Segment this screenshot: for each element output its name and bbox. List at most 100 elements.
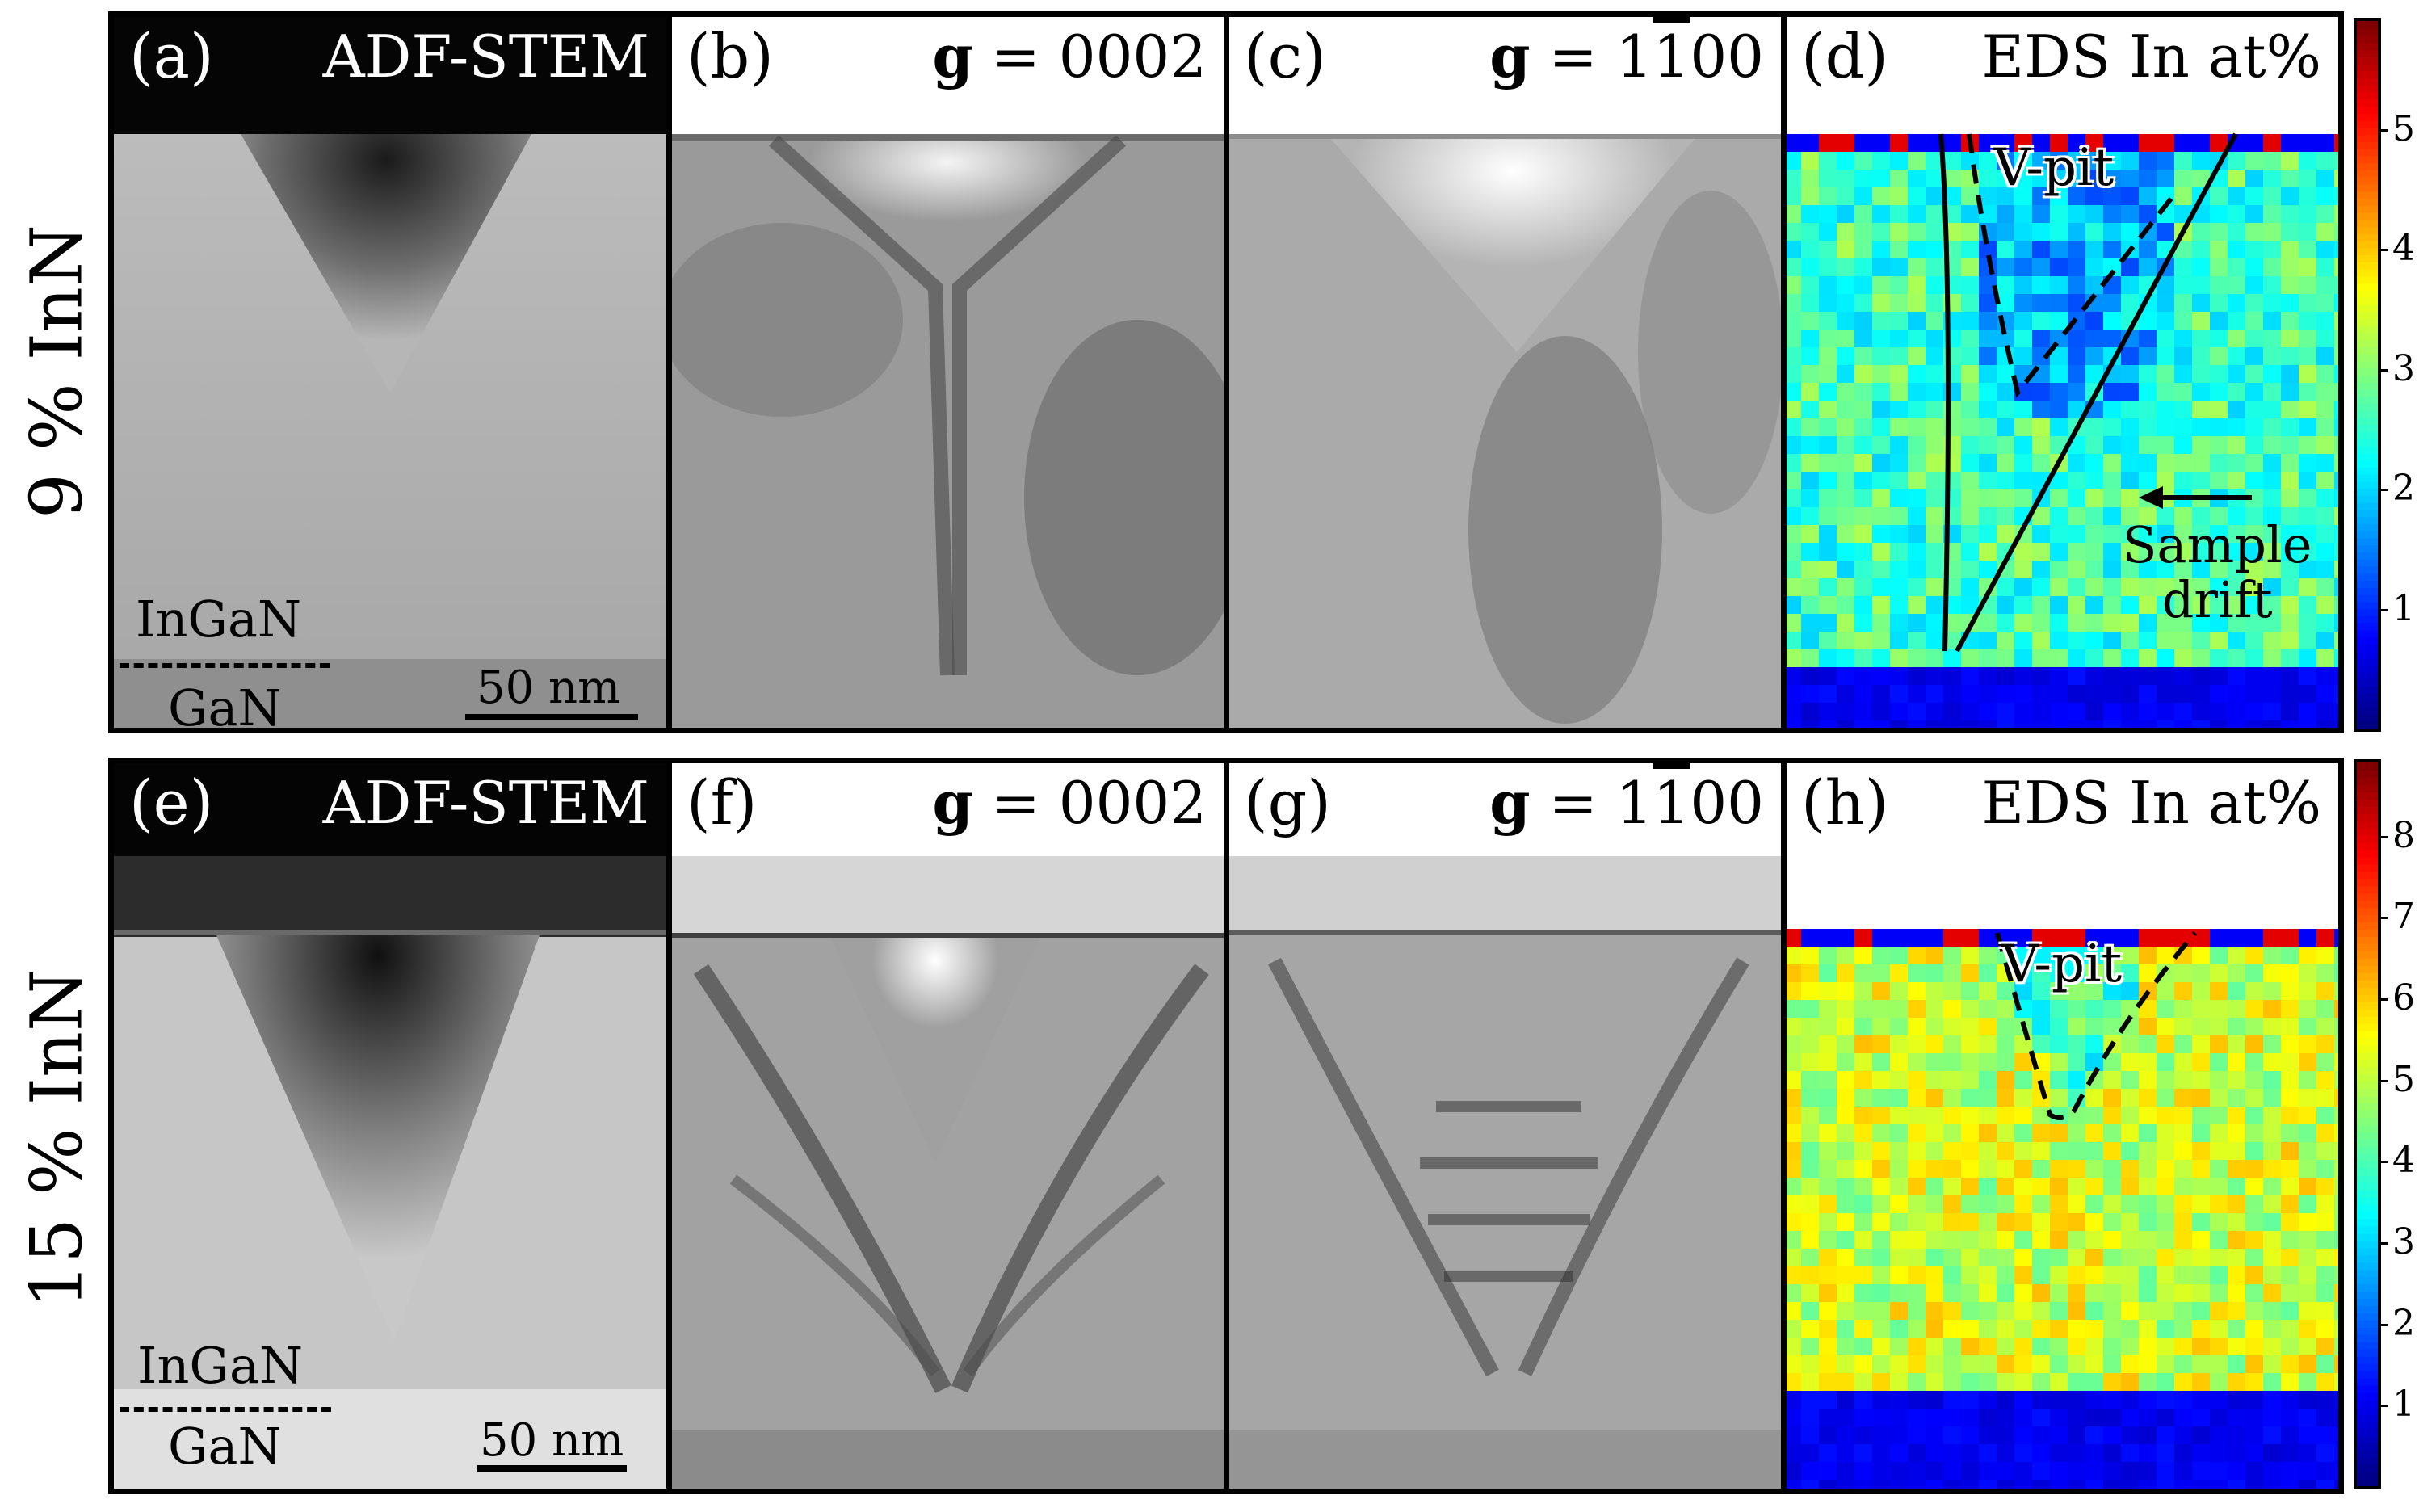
eds-pixel — [2032, 596, 2050, 614]
panel-b-bright-field: (b) g = 0002 — [669, 13, 1226, 732]
eds-pixel — [2050, 170, 2068, 187]
eds-pixel — [2103, 330, 2121, 347]
eds-pixel — [2316, 982, 2334, 1000]
eds-pixel — [1890, 543, 1908, 561]
eds-pixel — [1854, 1462, 1872, 1480]
eds-pixel — [2174, 703, 2192, 720]
eds-pixel — [2316, 134, 2334, 152]
eds-pixel — [2281, 1053, 2299, 1071]
eds-pixel — [1783, 1124, 1801, 1142]
eds-pixel — [2316, 964, 2334, 982]
eds-pixel — [2121, 649, 2139, 667]
eds-pixel — [2014, 312, 2032, 330]
eds-pixel — [2014, 134, 2032, 152]
eds-pixel — [2210, 596, 2228, 614]
eds-pixel — [1801, 543, 1819, 561]
eds-pixel — [2281, 1355, 2299, 1373]
eds-pixel — [1801, 152, 1819, 170]
colorbar-segment — [2357, 643, 2378, 652]
eds-pixel — [2263, 241, 2281, 258]
eds-pixel — [2174, 1373, 2192, 1391]
eds-pixel — [2263, 1107, 2281, 1124]
eds-pixel — [1926, 1213, 1943, 1231]
eds-pixel — [2068, 947, 2085, 964]
eds-pixel — [1837, 134, 1854, 152]
vpit-label-h: V-pit — [2001, 934, 2123, 994]
eds-pixel — [2245, 489, 2263, 507]
eds-pixel — [1819, 1302, 1837, 1320]
eds-pixel — [2068, 401, 2085, 418]
eds-pixel — [2139, 454, 2157, 472]
colorbar-tick-label: 2 — [2392, 468, 2415, 510]
eds-pixel — [2299, 1124, 2316, 1142]
eds-pixel — [2014, 632, 2032, 649]
eds-pixel — [2210, 294, 2228, 312]
eds-pixel — [2245, 929, 2263, 947]
eds-pixel — [1997, 982, 2014, 1000]
eds-pixel — [2174, 1462, 2192, 1480]
eds-pixel — [2121, 982, 2139, 1000]
eds-pixel — [1908, 1249, 1926, 1266]
eds-pixel — [2121, 258, 2139, 276]
eds-pixel — [2316, 312, 2334, 330]
eds-pixel — [1908, 1373, 1926, 1391]
eds-pixel — [2085, 187, 2103, 205]
eds-pixel — [2121, 1249, 2139, 1266]
colorbar-segment — [2357, 325, 2378, 334]
eds-pixel — [1819, 383, 1837, 401]
eds-pixel — [1997, 294, 2014, 312]
eds-pixel — [2174, 1444, 2192, 1462]
eds-pixel — [1943, 1195, 1961, 1213]
eds-pixel — [1837, 365, 1854, 383]
eds-pixel — [2050, 401, 2068, 418]
eds-pixel — [1783, 1000, 1801, 1018]
eds-pixel — [1819, 1391, 1837, 1409]
eds-pixel — [1783, 489, 1801, 507]
colorbar-segment — [2357, 445, 2378, 454]
eds-pixel — [1890, 312, 1908, 330]
eds-pixel — [2299, 472, 2316, 489]
eds-pixel — [1872, 1178, 1890, 1195]
eds-pixel — [2299, 1320, 2316, 1338]
eds-pixel — [1961, 1107, 1979, 1124]
eds-pixel — [2085, 1444, 2103, 1462]
eds-pixel — [2103, 1284, 2121, 1302]
eds-pixel — [2103, 525, 2121, 543]
colorbar-segment — [2357, 1334, 2378, 1342]
eds-pixel — [2068, 472, 2085, 489]
eds-pixel — [2245, 1284, 2263, 1302]
eds-pixel — [2316, 170, 2334, 187]
eds-pixel — [1908, 1195, 1926, 1213]
eds-pixel — [2263, 489, 2281, 507]
eds-pixel — [1872, 561, 1890, 578]
eds-pixel — [2316, 1391, 2334, 1409]
eds-pixel — [2103, 1000, 2121, 1018]
eds-pixel — [2174, 543, 2192, 561]
eds-pixel — [1926, 1071, 1943, 1089]
colorbar-segment — [2357, 452, 2378, 461]
eds-pixel — [2334, 1391, 2341, 1409]
eds-pixel — [1801, 187, 1819, 205]
eds-pixel — [1783, 1089, 1801, 1107]
colorbar-segment — [2357, 636, 2378, 645]
panel-letter-b: (b) — [687, 20, 774, 92]
eds-pixel — [2157, 1426, 2174, 1444]
eds-pixel — [1961, 1231, 1979, 1249]
eds-pixel — [1783, 982, 1801, 1000]
eds-pixel — [1890, 1355, 1908, 1373]
eds-pixel — [1854, 667, 1872, 685]
colorbar-tick — [2378, 368, 2388, 372]
colorbar-segment — [2357, 885, 2378, 894]
eds-pixel — [2103, 1444, 2121, 1462]
eds-pixel — [2032, 152, 2050, 170]
eds-pixel — [1837, 418, 1854, 436]
eds-pixel — [1837, 561, 1854, 578]
eds-pixel — [1783, 1462, 1801, 1480]
colorbar-segment — [2357, 914, 2378, 923]
eds-pixel — [2157, 947, 2174, 964]
eds-pixel — [1872, 1160, 1890, 1178]
eds-pixel — [2281, 982, 2299, 1000]
eds-pixel — [2032, 276, 2050, 294]
eds-pixel — [1801, 418, 1819, 436]
colorbar-tick-label: 8 — [2392, 814, 2415, 856]
